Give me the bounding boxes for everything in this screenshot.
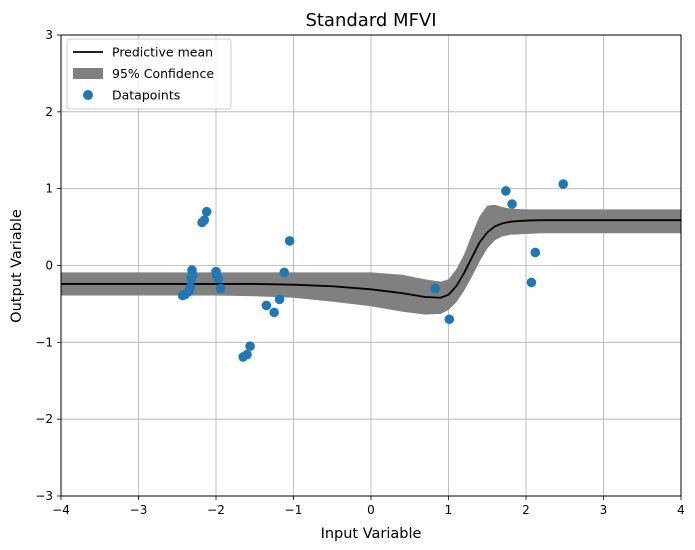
legend-band-swatch [73,68,103,79]
x-tick-label-5: 1 [445,503,453,517]
datapoint-8 [199,215,210,225]
datapoint-28 [558,179,568,189]
datapoint-21 [284,236,295,246]
datapoints [177,179,568,362]
x-tick-label-8: 4 [677,503,685,517]
y-tick-label-4: 1 [45,182,53,196]
legend-label-mean: Predictive mean [112,45,213,60]
predictive-mean-line [61,219,681,299]
x-axis-label: Input Variable [321,526,422,542]
datapoint-17 [261,300,272,311]
datapoint-27 [530,247,541,258]
confidence-band [61,204,681,315]
x-tick-label-7: 3 [600,503,608,517]
y-tick-label-5: 2 [45,105,53,119]
datapoint-19 [274,294,285,305]
datapoint-9 [201,206,212,217]
y-tick-label-0: −3 [35,489,53,503]
datapoint-15 [242,349,252,360]
x-tick-label-3: −1 [285,503,303,517]
datapoint-25 [507,199,517,209]
y-tick-label-6: 3 [45,28,53,42]
datapoint-18 [269,307,279,318]
x-tick-label-1: −3 [130,503,148,517]
y-tick-label-2: −1 [35,335,53,349]
y-tick-label-1: −2 [35,412,53,426]
datapoint-3 [185,282,196,292]
datapoint-23 [444,314,455,325]
datapoint-26 [526,277,537,288]
datapoint-20 [279,267,290,278]
x-tick-label-2: −2 [207,503,225,517]
y-tick-label-3: 0 [45,259,53,273]
chart-title: Standard MFVI [305,10,436,31]
datapoint-13 [215,283,226,294]
legend-datapoint-swatch [83,90,93,100]
datapoint-12 [213,273,224,284]
legend-box [66,38,232,110]
datapoint-22 [430,283,441,294]
datapoint-16 [245,341,255,351]
legend: Predictive mean 95% Confidence Datapoint… [66,38,232,110]
legend-label-confidence: 95% Confidence [112,66,214,81]
legend-label-datapoints: Datapoints [112,88,180,103]
x-tick-label-6: 2 [522,503,530,517]
y-axis-label: Output Variable [9,209,25,323]
x-tick-label-4: 0 [367,503,375,517]
datapoint-24 [501,186,511,196]
x-tick-label-0: −4 [52,503,70,517]
datapoint-6 [187,269,198,280]
